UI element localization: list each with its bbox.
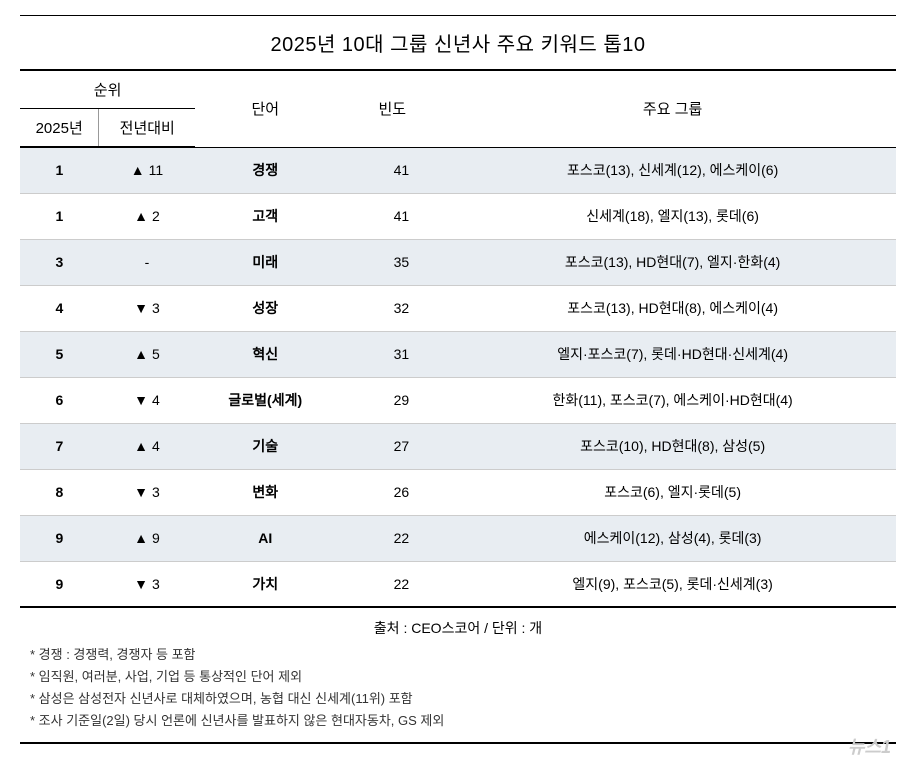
table-body: 111경쟁41포스코(13), 신세계(12), 에스케이(6)12고객41신세… xyxy=(20,147,896,607)
cell-change: 3 xyxy=(99,469,195,515)
note-line: * 조사 기준일(2일) 당시 언론에 신년사를 발표하지 않은 현대자동차, … xyxy=(30,710,886,732)
page-title: 2025년 10대 그룹 신년사 주요 키워드 톱10 xyxy=(20,15,896,71)
cell-groups: 에스케이(12), 삼성(4), 롯데(3) xyxy=(449,515,896,561)
cell-frequency: 29 xyxy=(335,377,449,423)
header-rank-group: 순위 xyxy=(20,71,195,109)
cell-change: 3 xyxy=(99,561,195,607)
table-row: 111경쟁41포스코(13), 신세계(12), 에스케이(6) xyxy=(20,147,896,193)
note-line: * 삼성은 삼성전자 신년사로 대체하였으며, 농협 대신 신세계(11위) 포… xyxy=(30,688,886,710)
header-frequency: 빈도 xyxy=(335,71,449,147)
cell-rank: 3 xyxy=(20,239,99,285)
table-row: 12고객41신세계(18), 엘지(13), 롯데(6) xyxy=(20,193,896,239)
cell-word: 기술 xyxy=(195,423,335,469)
cell-change: 2 xyxy=(99,193,195,239)
cell-word: 변화 xyxy=(195,469,335,515)
cell-groups: 포스코(10), HD현대(8), 삼성(5) xyxy=(449,423,896,469)
cell-frequency: 26 xyxy=(335,469,449,515)
cell-rank: 9 xyxy=(20,515,99,561)
cell-change: 5 xyxy=(99,331,195,377)
table-row: 55혁신31엘지·포스코(7), 롯데·HD현대·신세계(4) xyxy=(20,331,896,377)
cell-change: 3 xyxy=(99,285,195,331)
cell-word: 가치 xyxy=(195,561,335,607)
arrow-up-icon xyxy=(134,530,152,546)
cell-frequency: 27 xyxy=(335,423,449,469)
cell-word: 경쟁 xyxy=(195,147,335,193)
cell-rank: 6 xyxy=(20,377,99,423)
cell-groups: 신세계(18), 엘지(13), 롯데(6) xyxy=(449,193,896,239)
cell-frequency: 35 xyxy=(335,239,449,285)
cell-groups: 포스코(6), 엘지·롯데(5) xyxy=(449,469,896,515)
cell-rank: 5 xyxy=(20,331,99,377)
arrow-up-icon xyxy=(134,208,152,224)
table-row: 99AI22에스케이(12), 삼성(4), 롯데(3) xyxy=(20,515,896,561)
table-row: 3-미래35포스코(13), HD현대(7), 엘지·한화(4) xyxy=(20,239,896,285)
table-row: 43성장32포스코(13), HD현대(8), 에스케이(4) xyxy=(20,285,896,331)
cell-word: AI xyxy=(195,515,335,561)
cell-groups: 한화(11), 포스코(7), 에스케이·HD현대(4) xyxy=(449,377,896,423)
cell-change: 4 xyxy=(99,377,195,423)
note-line: * 임직원, 여러분, 사업, 기업 등 통상적인 단어 제외 xyxy=(30,666,886,688)
cell-frequency: 41 xyxy=(335,193,449,239)
arrow-up-icon xyxy=(134,346,152,362)
cell-groups: 엘지(9), 포스코(5), 롯데·신세계(3) xyxy=(449,561,896,607)
table-row: 74기술27포스코(10), HD현대(8), 삼성(5) xyxy=(20,423,896,469)
cell-change: 4 xyxy=(99,423,195,469)
cell-rank: 7 xyxy=(20,423,99,469)
cell-word: 글로벌(세계) xyxy=(195,377,335,423)
cell-groups: 포스코(13), HD현대(7), 엘지·한화(4) xyxy=(449,239,896,285)
keyword-table: 순위 단어 빈도 주요 그룹 2025년 전년대비 111경쟁41포스코(13)… xyxy=(20,71,896,608)
cell-rank: 4 xyxy=(20,285,99,331)
arrow-down-icon xyxy=(134,484,152,500)
note-line: * 경쟁 : 경쟁력, 경쟁자 등 포함 xyxy=(30,644,886,666)
cell-rank: 1 xyxy=(20,147,99,193)
cell-word: 고객 xyxy=(195,193,335,239)
cell-frequency: 31 xyxy=(335,331,449,377)
cell-rank: 9 xyxy=(20,561,99,607)
notes-section: * 경쟁 : 경쟁력, 경쟁자 등 포함* 임직원, 여러분, 사업, 기업 등… xyxy=(20,644,896,744)
watermark-logo: 뉴스1 xyxy=(848,733,891,759)
cell-rank: 1 xyxy=(20,193,99,239)
cell-word: 혁신 xyxy=(195,331,335,377)
header-rank-year: 2025년 xyxy=(20,109,99,148)
table-row: 64글로벌(세계)29한화(11), 포스코(7), 에스케이·HD현대(4) xyxy=(20,377,896,423)
cell-frequency: 22 xyxy=(335,561,449,607)
cell-groups: 엘지·포스코(7), 롯데·HD현대·신세계(4) xyxy=(449,331,896,377)
cell-change: 9 xyxy=(99,515,195,561)
cell-frequency: 41 xyxy=(335,147,449,193)
table-row: 83변화26포스코(6), 엘지·롯데(5) xyxy=(20,469,896,515)
cell-word: 미래 xyxy=(195,239,335,285)
cell-frequency: 22 xyxy=(335,515,449,561)
table-row: 93가치22엘지(9), 포스코(5), 롯데·신세계(3) xyxy=(20,561,896,607)
cell-rank: 8 xyxy=(20,469,99,515)
cell-change: 11 xyxy=(99,147,195,193)
cell-frequency: 32 xyxy=(335,285,449,331)
table-container: 2025년 10대 그룹 신년사 주요 키워드 톱10 순위 단어 빈도 주요 … xyxy=(20,15,896,744)
cell-change: - xyxy=(99,239,195,285)
header-rank-change: 전년대비 xyxy=(99,109,195,148)
arrow-down-icon xyxy=(134,576,152,592)
header-word: 단어 xyxy=(195,71,335,147)
source-text: 출처 : CEO스코어 / 단위 : 개 xyxy=(20,608,896,644)
arrow-down-icon xyxy=(134,392,152,408)
arrow-up-icon xyxy=(134,438,152,454)
cell-groups: 포스코(13), HD현대(8), 에스케이(4) xyxy=(449,285,896,331)
table-header: 순위 단어 빈도 주요 그룹 2025년 전년대비 xyxy=(20,71,896,147)
arrow-up-icon xyxy=(131,162,149,178)
cell-groups: 포스코(13), 신세계(12), 에스케이(6) xyxy=(449,147,896,193)
cell-word: 성장 xyxy=(195,285,335,331)
header-groups: 주요 그룹 xyxy=(449,71,896,147)
arrow-down-icon xyxy=(134,300,152,316)
